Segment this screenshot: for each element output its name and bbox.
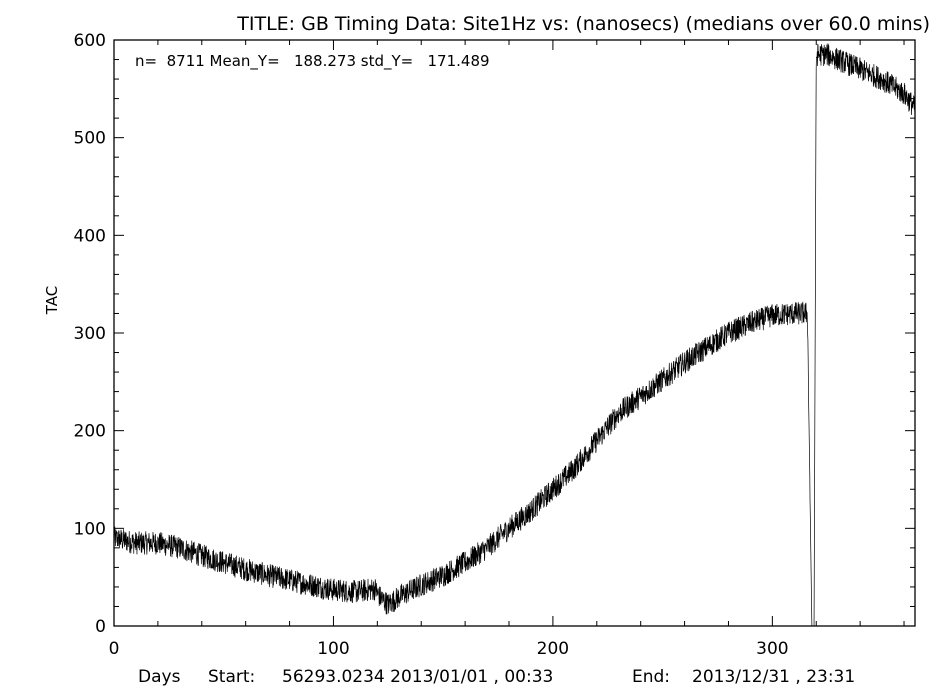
footer-end-label: End: bbox=[632, 667, 670, 687]
chart-title: TITLE: GB Timing Data: Site1Hz vs: (nano… bbox=[236, 13, 930, 35]
plot-frame bbox=[113, 39, 916, 627]
x-tick-label: 100 bbox=[317, 639, 349, 659]
axis-ticks: 0 100 200 300 0 100 200 300 400 500 600 bbox=[74, 31, 915, 659]
footer-start-label: Start: bbox=[208, 667, 255, 687]
y-tick-label: 100 bbox=[74, 519, 106, 539]
y-axis-label: TAC bbox=[43, 286, 61, 315]
footer-end-value: 2013/12/31 , 23:31 bbox=[692, 667, 855, 687]
series-line bbox=[113, 43, 916, 627]
y-tick-label: 0 bbox=[95, 617, 106, 637]
y-tick-label: 500 bbox=[74, 129, 106, 149]
x-tick-label: 200 bbox=[537, 639, 569, 659]
x-tick-label: 0 bbox=[109, 639, 120, 659]
stats-annotation: n= 8711 Mean_Y= 188.273 std_Y= 171.489 bbox=[135, 52, 490, 71]
x-tick-label: 300 bbox=[756, 639, 788, 659]
x-axis-label: Days bbox=[138, 667, 181, 687]
y-tick-label: 200 bbox=[74, 422, 106, 442]
footer-start-value: 56293.0234 2013/01/01 , 00:33 bbox=[282, 667, 553, 687]
y-tick-label: 400 bbox=[74, 226, 106, 246]
y-tick-label: 300 bbox=[74, 324, 106, 344]
y-tick-label: 600 bbox=[74, 31, 106, 51]
